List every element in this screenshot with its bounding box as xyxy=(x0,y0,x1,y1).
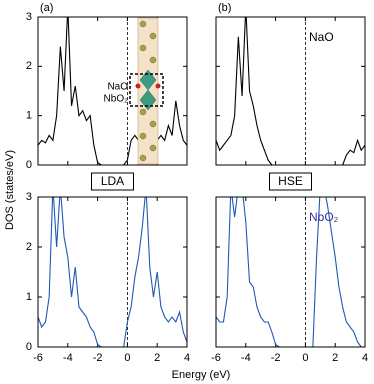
y-tick-label: 0 xyxy=(26,159,32,171)
y-tick-label: 3 xyxy=(26,191,32,203)
method-label: LDA xyxy=(101,174,124,188)
plot-frame xyxy=(215,196,366,348)
atom xyxy=(139,44,147,52)
plot-frame xyxy=(215,16,366,166)
x-tick-label: -6 xyxy=(211,352,221,364)
atom xyxy=(139,132,147,140)
octahedron xyxy=(139,89,157,111)
x-tick-label: 2 xyxy=(332,352,338,364)
dos-line xyxy=(38,17,187,165)
x-tick-label: 0 xyxy=(124,352,130,364)
dos-line xyxy=(216,17,365,165)
y-tick-label: 1 xyxy=(26,110,32,122)
y-tick-label: 2 xyxy=(26,241,32,253)
x-tick-label: -2 xyxy=(271,352,281,364)
y-tick-label: 1 xyxy=(26,291,32,303)
atom xyxy=(149,144,157,152)
method-label: HSE xyxy=(278,174,303,188)
atom xyxy=(135,83,141,89)
crystal-inset: NaO NbO₂ xyxy=(104,17,164,165)
atom xyxy=(149,32,157,40)
inset-label: NaO xyxy=(107,82,128,93)
dos-line xyxy=(38,197,187,347)
x-tick-label: -2 xyxy=(93,352,103,364)
atom xyxy=(139,108,147,116)
plot-frame xyxy=(37,16,188,166)
y-tick-label: 3 xyxy=(26,11,32,23)
panel-label: (a) xyxy=(40,2,53,14)
x-tick-label: 4 xyxy=(362,352,368,364)
atom xyxy=(155,83,161,89)
method-box xyxy=(91,172,134,191)
annotation: NaO xyxy=(309,30,334,44)
atom xyxy=(149,120,157,128)
x-axis-label: Energy (eV) xyxy=(172,369,231,381)
x-tick-label: 0 xyxy=(302,352,308,364)
atom xyxy=(139,154,147,162)
y-axis-label: DOS (states/eV) xyxy=(4,150,16,230)
x-tick-label: -4 xyxy=(241,352,251,364)
plot-frame xyxy=(37,196,188,348)
x-tick-label: 4 xyxy=(184,352,190,364)
annotation: NbO₂ xyxy=(309,210,339,224)
x-tick-label: -4 xyxy=(63,352,73,364)
dos-line xyxy=(216,197,365,347)
y-tick-label: 2 xyxy=(26,60,32,72)
atom xyxy=(139,20,147,28)
inset-label: NbO₂ xyxy=(104,94,129,105)
x-tick-label: 2 xyxy=(154,352,160,364)
y-tick-label: 0 xyxy=(26,341,32,353)
atom xyxy=(149,56,157,64)
method-box xyxy=(269,172,312,191)
panel-label: (b) xyxy=(218,2,231,14)
x-tick-label: -6 xyxy=(33,352,43,364)
inset-highlight xyxy=(129,73,164,107)
